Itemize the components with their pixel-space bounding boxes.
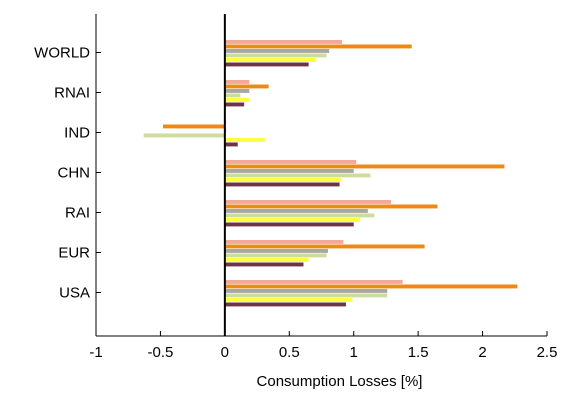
- y-tick-label-ind: IND: [64, 125, 90, 142]
- x-tick-label: -0.5: [147, 344, 173, 361]
- bar-usa-s1: [224, 280, 403, 284]
- bar-ind-s4: [143, 133, 225, 138]
- bar-rai-s4: [224, 213, 375, 218]
- bar-world-s4: [224, 53, 327, 58]
- bar-rnai-s6: [224, 102, 245, 107]
- bar-chn-s6: [224, 182, 340, 187]
- bar-rnai-s1: [224, 80, 250, 84]
- bar-rnai-s2: [224, 84, 269, 89]
- bar-chn-s4: [224, 173, 371, 178]
- x-tick-label: 0: [221, 344, 229, 361]
- bar-world-s6: [224, 62, 309, 67]
- x-axis-label: Consumption Losses [%]: [257, 373, 423, 390]
- bar-usa-s4: [224, 293, 388, 298]
- bar-rnai-s3: [224, 89, 250, 93]
- bar-eur-s5: [224, 258, 309, 262]
- bar-eur-s6: [224, 262, 304, 267]
- bar-rai-s6: [224, 222, 354, 227]
- bar-ind-s2: [163, 124, 225, 129]
- x-tick-label: 1.5: [408, 344, 429, 361]
- bar-rnai-s4: [224, 93, 241, 98]
- bar-eur-s1: [224, 240, 344, 244]
- bar-usa-s5: [224, 298, 353, 302]
- bar-rnai-s5: [224, 98, 250, 102]
- y-tick-label-chn: CHN: [58, 165, 91, 182]
- y-tick-label-usa: USA: [59, 285, 90, 302]
- x-tick-label: 0.5: [279, 344, 300, 361]
- y-tick-label-eur: EUR: [58, 245, 90, 262]
- x-tick-label: 1: [350, 344, 358, 361]
- bar-eur-s2: [224, 244, 425, 249]
- bar-world-s5: [224, 58, 317, 62]
- bar-usa-s2: [224, 284, 518, 289]
- bar-chn-s1: [224, 160, 357, 164]
- bar-world-s3: [224, 49, 330, 53]
- bar-chn-s5: [224, 178, 341, 182]
- y-tick-label-rnai: RNAI: [54, 85, 90, 102]
- bar-rai-s5: [224, 218, 361, 222]
- bar-world-s2: [224, 44, 412, 49]
- x-tick-label: 2: [478, 344, 486, 361]
- x-tick-label: 2.5: [537, 344, 558, 361]
- bar-rai-s2: [224, 204, 438, 209]
- bar-eur-s4: [224, 253, 327, 258]
- bar-ind-s5: [224, 138, 265, 142]
- bar-ind-s6: [224, 142, 238, 147]
- bars-layer: [143, 40, 518, 307]
- bar-eur-s3: [224, 249, 328, 253]
- bar-usa-s3: [224, 289, 388, 293]
- bar-rai-s1: [224, 200, 392, 204]
- bar-usa-s6: [224, 302, 346, 307]
- ticks-layer: -1 -0.5 0 0.5 1 1.5 2 2.5 WORLD RNAI IND CHN RAI EUR U…: [34, 45, 557, 362]
- axes-layer: [95, 14, 547, 337]
- y-tick-label-rai: RAI: [65, 205, 90, 222]
- bar-world-s1: [224, 40, 343, 44]
- bar-chn-s3: [224, 169, 354, 173]
- y-tick-label-world: WORLD: [34, 45, 90, 62]
- x-tick-label: -1: [89, 344, 102, 361]
- bar-rai-s3: [224, 209, 368, 213]
- bar-chn-s2: [224, 164, 505, 169]
